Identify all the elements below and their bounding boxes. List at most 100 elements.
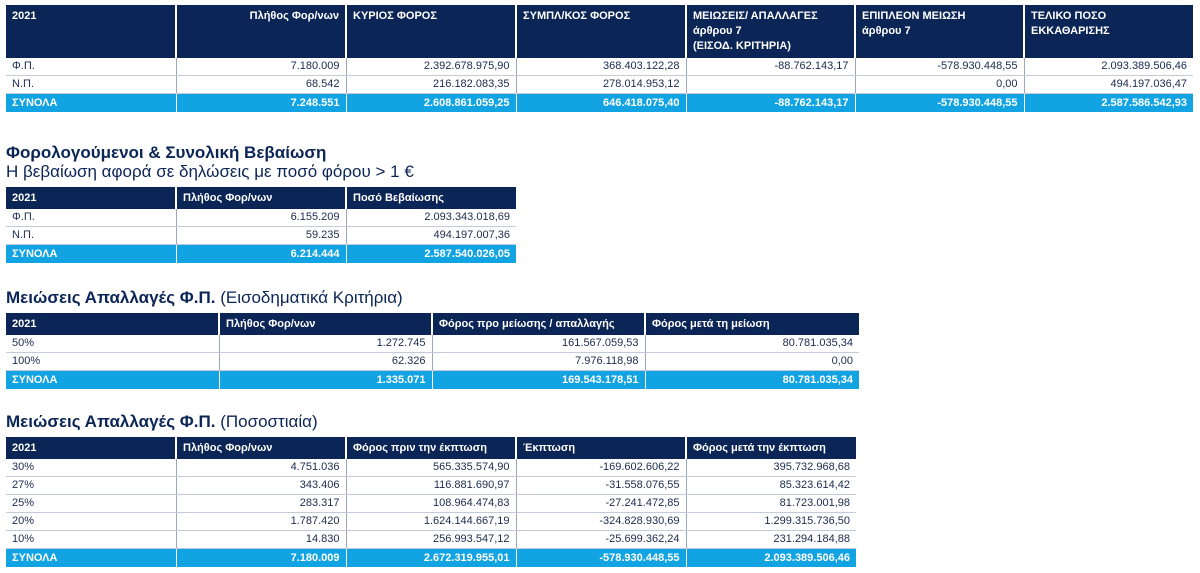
column-header-year: 2021 [6, 5, 177, 58]
cell: 59.235 [176, 226, 347, 245]
cell: 216.182.083,35 [346, 75, 517, 94]
column-header-discount: Έκπτωση [516, 437, 687, 459]
tax-summary-table: 2021 Πλήθος Φορ/νων ΚΥΡΙΟΣ ΦΟΡΟΣ ΣΥΜΠΛ/Κ… [6, 5, 1193, 112]
total-label: ΣΥΝΟΛΑ [6, 370, 220, 389]
total-cell: 6.214.444 [176, 244, 347, 263]
cell: 494.197.036,47 [1024, 75, 1193, 94]
total-label: ΣΥΝΟΛΑ [6, 93, 177, 112]
cell: -324.828.930,69 [516, 512, 687, 531]
table-row: Φ.Π. 6.155.209 2.093.343.018,69 [6, 209, 516, 227]
column-header-taxpayers: Πλήθος Φορ/νων [219, 313, 433, 335]
table-header-row: 2021 Πλήθος Φορ/νων ΚΥΡΙΟΣ ΦΟΡΟΣ ΣΥΜΠΛ/Κ… [6, 5, 1193, 58]
cell [686, 75, 856, 94]
cell: -578.930.448,55 [855, 58, 1025, 76]
cell: 0,00 [855, 75, 1025, 94]
cell: 368.403.122,28 [516, 58, 687, 76]
table-row: Φ.Π. 7.180.009 2.392.678.975,90 368.403.… [6, 58, 1193, 76]
total-cell: 7.180.009 [176, 548, 347, 567]
row-label: Φ.Π. [6, 58, 177, 76]
cell: 2.392.678.975,90 [346, 58, 517, 76]
column-header-tax-after: Φόρος μετά τη μείωση [645, 313, 859, 335]
percentage-reductions-table: 2021 Πλήθος Φορ/νων Φόρος πριν την έκπτω… [6, 437, 856, 567]
total-row: ΣΥΝΟΛΑ 7.180.009 2.672.319.955,01 -578.9… [6, 548, 856, 567]
row-label: 50% [6, 335, 220, 353]
row-label: 27% [6, 476, 177, 495]
cell: 494.197.007,36 [346, 226, 516, 245]
column-header-main-tax: ΚΥΡΙΟΣ ΦΟΡΟΣ [346, 5, 517, 58]
cell: 256.993.547,12 [346, 530, 517, 549]
table-row: 10% 14.830 256.993.547,12 -25.699.362,24… [6, 530, 856, 549]
cell: 4.751.036 [176, 459, 347, 477]
table-row: Ν.Π. 68.542 216.182.083,35 278.014.953,1… [6, 75, 1193, 94]
total-cell: -578.930.448,55 [855, 93, 1025, 112]
total-cell: 80.781.035,34 [645, 370, 859, 389]
cell: 2.093.343.018,69 [346, 209, 516, 227]
column-header-year: 2021 [6, 313, 220, 335]
total-cell: -578.930.448,55 [516, 548, 687, 567]
table-row: 100% 62.326 7.976.118,98 0,00 [6, 352, 859, 371]
row-label: 30% [6, 459, 177, 477]
cell: -27.241.472,85 [516, 494, 687, 513]
cell: 85.323.614,42 [686, 476, 856, 495]
assessment-table: 2021 Πλήθος Φορ/νων Ποσό Βεβαίωσης Φ.Π. … [6, 187, 516, 263]
cell: 1.624.144.667,19 [346, 512, 517, 531]
cell: 2.093.389.506,46 [1024, 58, 1193, 76]
cell: 6.155.209 [176, 209, 347, 227]
column-header-reductions: ΜΕΙΩΣΕΙΣ/ ΑΠΑΛΛΑΓΕΣ άρθρου 7 (ΕΙΣΟΔ. ΚΡΙ… [686, 5, 856, 58]
table-row: Ν.Π. 59.235 494.197.007,36 [6, 226, 516, 245]
cell: 565.335.574,90 [346, 459, 517, 477]
cell: 283.317 [176, 494, 347, 513]
column-header-taxpayers: Πλήθος Φορ/νων [176, 5, 347, 58]
row-label: 100% [6, 352, 220, 371]
total-cell: 169.543.178,51 [432, 370, 646, 389]
column-header-tax-before-discount: Φόρος πριν την έκπτωση [346, 437, 517, 459]
total-cell: 7.248.551 [176, 93, 347, 112]
cell: 14.830 [176, 530, 347, 549]
total-cell: 646.418.075,40 [516, 93, 687, 112]
column-header-supplementary-tax: ΣΥΜΠΛ/ΚΟΣ ΦΟΡΟΣ [516, 5, 687, 58]
row-label: 20% [6, 512, 177, 531]
cell: 343.406 [176, 476, 347, 495]
total-row: ΣΥΝΟΛΑ 6.214.444 2.587.540.026,05 [6, 244, 516, 263]
cell: -169.602.606,22 [516, 459, 687, 477]
section-title-assessment: Φορολογούμενοι & Συνολική Βεβαίωση [6, 143, 327, 162]
table-header-row: 2021 Πλήθος Φορ/νων Φόρος πριν την έκπτω… [6, 437, 856, 459]
total-row: ΣΥΝΟΛΑ 1.335.071 169.543.178,51 80.781.0… [6, 370, 859, 389]
cell: 81.723.001,98 [686, 494, 856, 513]
cell: 108.964.474,83 [346, 494, 517, 513]
income-reductions-table: 2021 Πλήθος Φορ/νων Φόρος προ μείωσης / … [6, 313, 859, 389]
cell: 278.014.953,12 [516, 75, 687, 94]
column-header-final-amount: ΤΕΛΙΚΟ ΠΟΣΟ ΕΚΚΑΘΑΡΙΣΗΣ [1024, 5, 1193, 58]
title-normal: (Ποσοστιαία) [220, 412, 318, 431]
table-header-row: 2021 Πλήθος Φορ/νων Φόρος προ μείωσης / … [6, 313, 859, 335]
total-cell: 1.335.071 [219, 370, 433, 389]
row-label: 10% [6, 530, 177, 549]
column-header-taxpayers: Πλήθος Φορ/νων [176, 437, 347, 459]
cell: 7.180.009 [176, 58, 347, 76]
row-label: 25% [6, 494, 177, 513]
cell: 1.787.420 [176, 512, 347, 531]
cell: 62.326 [219, 352, 433, 371]
row-label: Ν.Π. [6, 75, 177, 94]
cell: 0,00 [645, 352, 859, 371]
cell: 161.567.059,53 [432, 335, 646, 353]
total-row: ΣΥΝΟΛΑ 7.248.551 2.608.861.059,25 646.41… [6, 93, 1193, 112]
cell: 116.881.690,97 [346, 476, 517, 495]
cell: 231.294.184,88 [686, 530, 856, 549]
total-label: ΣΥΝΟΛΑ [6, 548, 177, 567]
column-header-tax-after-discount: Φόρος μετά την έκπτωση [686, 437, 856, 459]
total-cell: -88.762.143,17 [686, 93, 856, 112]
column-header-year: 2021 [6, 187, 177, 209]
column-header-tax-before: Φόρος προ μείωσης / απαλλαγής [432, 313, 646, 335]
section-subtitle-assessment: Η βεβαίωση αφορά σε δηλώσεις με ποσό φόρ… [6, 162, 414, 181]
title-normal: (Εισοδηματικά Κριτήρια) [220, 288, 403, 307]
total-cell: 2.093.389.506,46 [686, 548, 856, 567]
cell: -31.558.076,55 [516, 476, 687, 495]
column-header-year: 2021 [6, 437, 177, 459]
section-title-percentage-reductions: Μειώσεις Απαλλαγές Φ.Π. (Ποσοστιαία) [6, 412, 318, 432]
section-title-income-reductions: Μειώσεις Απαλλαγές Φ.Π. (Εισοδηματικά Κρ… [6, 288, 403, 308]
cell: 68.542 [176, 75, 347, 94]
table-row: 30% 4.751.036 565.335.574,90 -169.602.60… [6, 459, 856, 477]
cell: 1.299.315.736,50 [686, 512, 856, 531]
column-header-taxpayers: Πλήθος Φορ/νων [176, 187, 347, 209]
